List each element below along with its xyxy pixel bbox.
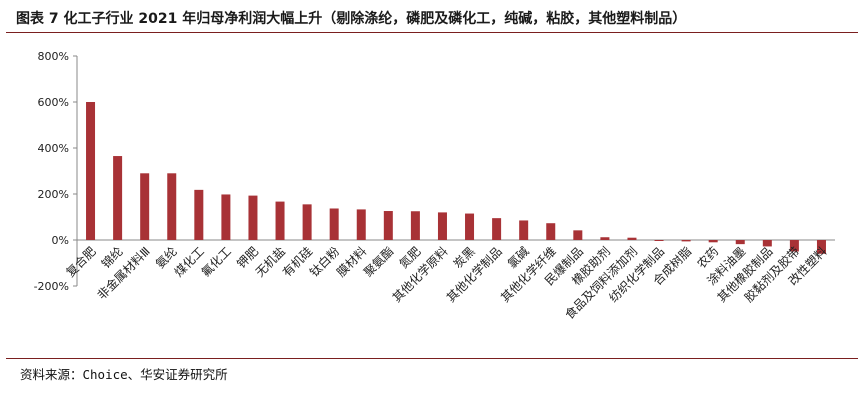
bar [140,173,150,240]
x-tick-label: 膜材料 [334,244,369,279]
footer-divider [6,358,858,359]
y-tick-label: -200% [34,280,69,293]
bar [410,211,420,240]
bar [546,223,556,240]
bar [302,204,312,240]
bar [789,240,799,252]
x-tick-label: 煤化工 [172,244,207,279]
bar [735,240,745,245]
chart-title: 图表 7 化工子行业 2021 年归母净利润大幅上升（剔除涤纶，磷肥及磷化工，纯… [16,11,687,27]
bar [383,211,393,240]
bar [519,220,529,240]
x-tick-label: 聚氨酯 [361,244,396,279]
bar [356,209,366,240]
bar [248,195,258,240]
bar [762,240,772,247]
title-divider [6,32,858,33]
bar [113,156,123,240]
x-tick-label: 钛白粉 [306,244,342,280]
y-tick-label: 0% [52,234,69,247]
bar [492,218,502,240]
x-tick-label: 有机硅 [280,244,315,279]
bar [816,240,826,254]
x-tick-label: 无机盐 [253,244,288,279]
bar [437,212,447,240]
bar [627,237,637,240]
bar [573,230,583,240]
y-tick-label: 400% [38,142,69,155]
source-note: 资料来源：Choice、华安证券研究所 [20,367,228,382]
bar [708,240,718,243]
chart-area: -200% 0% 200% 400% 600% 800% 复合肥 锦纶 非金属材料Ⅲ 氨纶 煤化工氟… [0,36,865,356]
bar [194,189,204,240]
bar [167,173,177,240]
bar [86,102,96,240]
bar [654,240,664,241]
y-tick-label: 800% [38,50,69,63]
y-tick-label: 600% [38,96,69,109]
y-tick-label: 200% [38,188,69,201]
bar [600,237,610,240]
bar [221,194,231,240]
bar [329,208,339,240]
x-tick-label: 复合肥 [63,244,99,280]
bar [681,240,691,242]
bar [275,201,285,240]
bar [465,213,475,240]
x-tick-label: 氟化工 [199,244,234,279]
